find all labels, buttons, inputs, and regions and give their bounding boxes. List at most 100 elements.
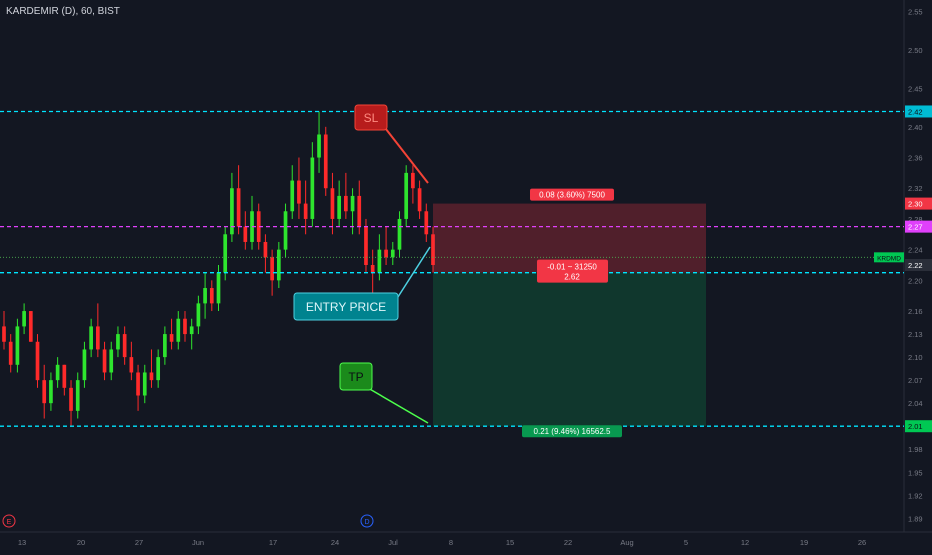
candle-body[interactable] xyxy=(256,211,261,242)
tp-callout-box[interactable] xyxy=(339,362,373,391)
stop-label: 0.08 (3.60%) 7500 xyxy=(539,191,605,200)
date-tick-label: 13 xyxy=(18,538,26,547)
candle-body[interactable] xyxy=(431,234,435,265)
price-tick-label: 2.50 xyxy=(908,46,923,55)
candle-body[interactable] xyxy=(49,380,53,404)
candle-body[interactable] xyxy=(270,257,274,281)
candle-body[interactable] xyxy=(377,249,382,273)
candle-body[interactable] xyxy=(28,311,33,342)
candle-body[interactable] xyxy=(283,211,288,250)
stop-label-box xyxy=(530,188,614,201)
candle-body[interactable] xyxy=(96,326,100,350)
candle-body[interactable] xyxy=(69,387,73,411)
event-marker-e[interactable] xyxy=(2,514,16,528)
price-label-box xyxy=(905,105,932,118)
price-tick-label: 2.45 xyxy=(908,84,923,93)
price-tick-label: 2.24 xyxy=(908,246,923,255)
price-tick-label: 2.55 xyxy=(908,8,923,17)
candle-body[interactable] xyxy=(42,380,47,404)
candle-body[interactable] xyxy=(417,188,422,212)
date-tick-label: 24 xyxy=(331,538,339,547)
date-tick-label: 26 xyxy=(858,538,866,547)
price-label-box xyxy=(905,259,932,271)
candle-body[interactable] xyxy=(330,188,335,219)
candle-body[interactable] xyxy=(62,364,67,388)
candle-body[interactable] xyxy=(169,334,174,342)
price-tick-label: 2.40 xyxy=(908,123,923,132)
date-tick-label: 19 xyxy=(800,538,808,547)
candle-body[interactable] xyxy=(404,172,409,219)
candle-body[interactable] xyxy=(89,326,93,350)
price-tick-label: 2.20 xyxy=(908,276,923,285)
candle-body[interactable] xyxy=(142,372,147,396)
candle-body[interactable] xyxy=(223,234,228,273)
price-tick-label: 2.28 xyxy=(908,215,923,224)
tp-pointer xyxy=(367,387,429,424)
candle-body[interactable] xyxy=(370,265,375,273)
candle-body[interactable] xyxy=(149,372,154,381)
candle-body[interactable] xyxy=(350,195,355,212)
candle-body[interactable] xyxy=(276,249,281,281)
candle-body[interactable] xyxy=(344,195,348,212)
candle-body[interactable] xyxy=(303,203,308,219)
candle-body[interactable] xyxy=(189,326,194,335)
candle-body[interactable] xyxy=(109,349,114,373)
center-label-line1: -0.01 ~ 31250 xyxy=(547,263,597,272)
candle-body[interactable] xyxy=(323,134,328,189)
price-label: 2.30 xyxy=(908,200,923,209)
candle-body[interactable] xyxy=(411,172,415,189)
candle-body[interactable] xyxy=(263,241,268,258)
candle-body[interactable] xyxy=(15,326,20,365)
candle-body[interactable] xyxy=(216,272,221,304)
event-marker-d[interactable] xyxy=(360,514,374,528)
candle-body[interactable] xyxy=(230,188,234,235)
price-label: 2.01 xyxy=(908,422,923,431)
symbol-title: KARDEMIR (D), 60, BIST xyxy=(6,6,120,17)
sl-pointer xyxy=(381,123,429,184)
candle-body[interactable] xyxy=(390,249,395,258)
candle-body[interactable] xyxy=(55,364,60,381)
candle-body[interactable] xyxy=(22,311,26,327)
candle-body[interactable] xyxy=(116,334,120,350)
take-profit-zone[interactable] xyxy=(433,272,706,427)
candle-body[interactable] xyxy=(75,380,80,411)
candle-body[interactable] xyxy=(129,357,134,373)
candle-body[interactable] xyxy=(122,334,127,358)
candle-body[interactable] xyxy=(337,195,341,219)
candle-body[interactable] xyxy=(163,334,167,358)
candle-body[interactable] xyxy=(82,349,87,381)
candle-body[interactable] xyxy=(196,303,201,327)
sl-callout-box[interactable] xyxy=(354,104,388,131)
candle-body[interactable] xyxy=(397,218,402,250)
event-marker-label: E xyxy=(7,519,12,526)
candle-body[interactable] xyxy=(102,349,107,373)
candle-body[interactable] xyxy=(424,211,429,235)
candle-body[interactable] xyxy=(290,180,295,212)
price-label-box xyxy=(905,420,932,433)
candle-body[interactable] xyxy=(357,195,362,227)
candle-body[interactable] xyxy=(203,288,207,304)
candle-body[interactable] xyxy=(209,288,214,304)
candle-body[interactable] xyxy=(297,180,301,204)
candle-body[interactable] xyxy=(136,372,140,396)
entry-callout-box[interactable] xyxy=(293,292,399,321)
candle-body[interactable] xyxy=(183,318,187,335)
date-tick-label: 20 xyxy=(77,538,85,547)
ticker-tag xyxy=(874,252,904,263)
candle-body[interactable] xyxy=(317,134,321,158)
candle-body[interactable] xyxy=(8,341,13,365)
candle-body[interactable] xyxy=(236,188,241,227)
center-label-box xyxy=(537,259,608,283)
candle-body[interactable] xyxy=(384,249,388,258)
price-tick-label: 1.98 xyxy=(908,445,923,454)
candle-body[interactable] xyxy=(176,318,181,342)
candle-body[interactable] xyxy=(364,226,368,265)
candle-body[interactable] xyxy=(156,357,161,381)
candle-body[interactable] xyxy=(243,226,248,242)
candle-body[interactable] xyxy=(310,157,315,219)
candle-body[interactable] xyxy=(2,326,6,342)
candle-body[interactable] xyxy=(35,341,40,381)
